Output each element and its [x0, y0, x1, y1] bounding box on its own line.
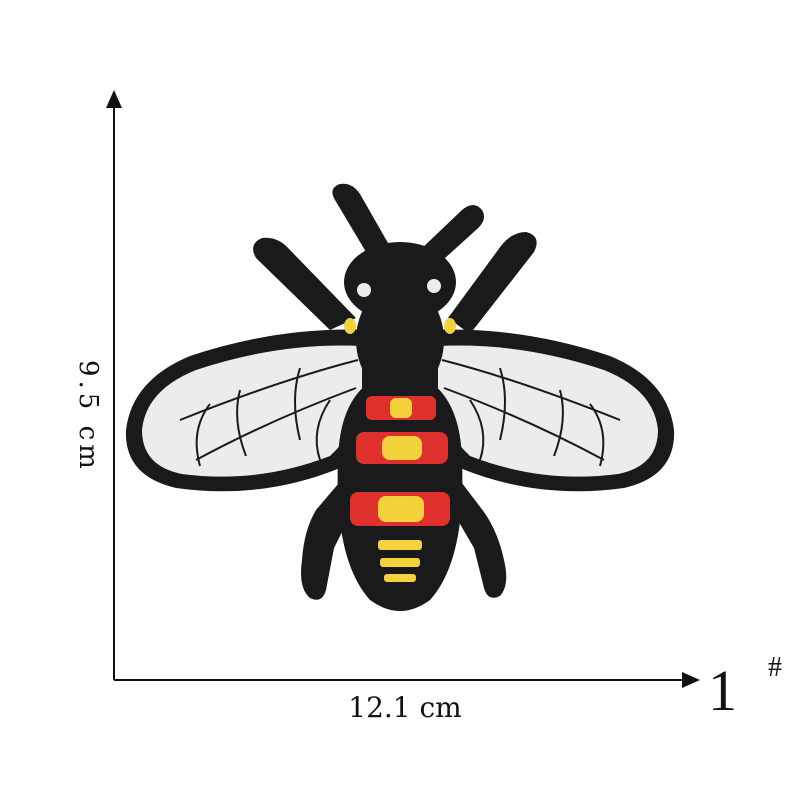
left-shoulder-spot: [344, 318, 356, 334]
width-arrow-icon: [682, 672, 700, 688]
width-dimension-label: 12.1 cm: [348, 691, 462, 724]
bee-abdomen: [337, 370, 463, 611]
model-number-symbol: #: [768, 652, 782, 683]
height-dimension-label: 9.5 cm: [73, 360, 103, 473]
yellow-stripe-6: [384, 574, 416, 582]
left-wing-veins: [179, 359, 359, 467]
bee-head: [344, 242, 456, 322]
height-arrow-icon: [106, 90, 122, 108]
yellow-spot-1: [390, 398, 412, 418]
left-antenna: [332, 183, 392, 262]
right-eye-icon: [427, 279, 441, 293]
yellow-spot-2: [382, 436, 422, 460]
abdomen-stripes: [350, 396, 450, 582]
yellow-spot-3: [378, 496, 424, 522]
yellow-stripe-4: [378, 540, 422, 550]
right-wing-veins: [441, 359, 621, 467]
yellow-stripe-5: [380, 558, 420, 567]
right-front-leg: [448, 232, 537, 334]
left-eye-icon: [357, 283, 371, 297]
left-front-leg: [253, 237, 356, 330]
right-shoulder-spot: [444, 318, 456, 334]
model-number: 1: [708, 658, 737, 723]
